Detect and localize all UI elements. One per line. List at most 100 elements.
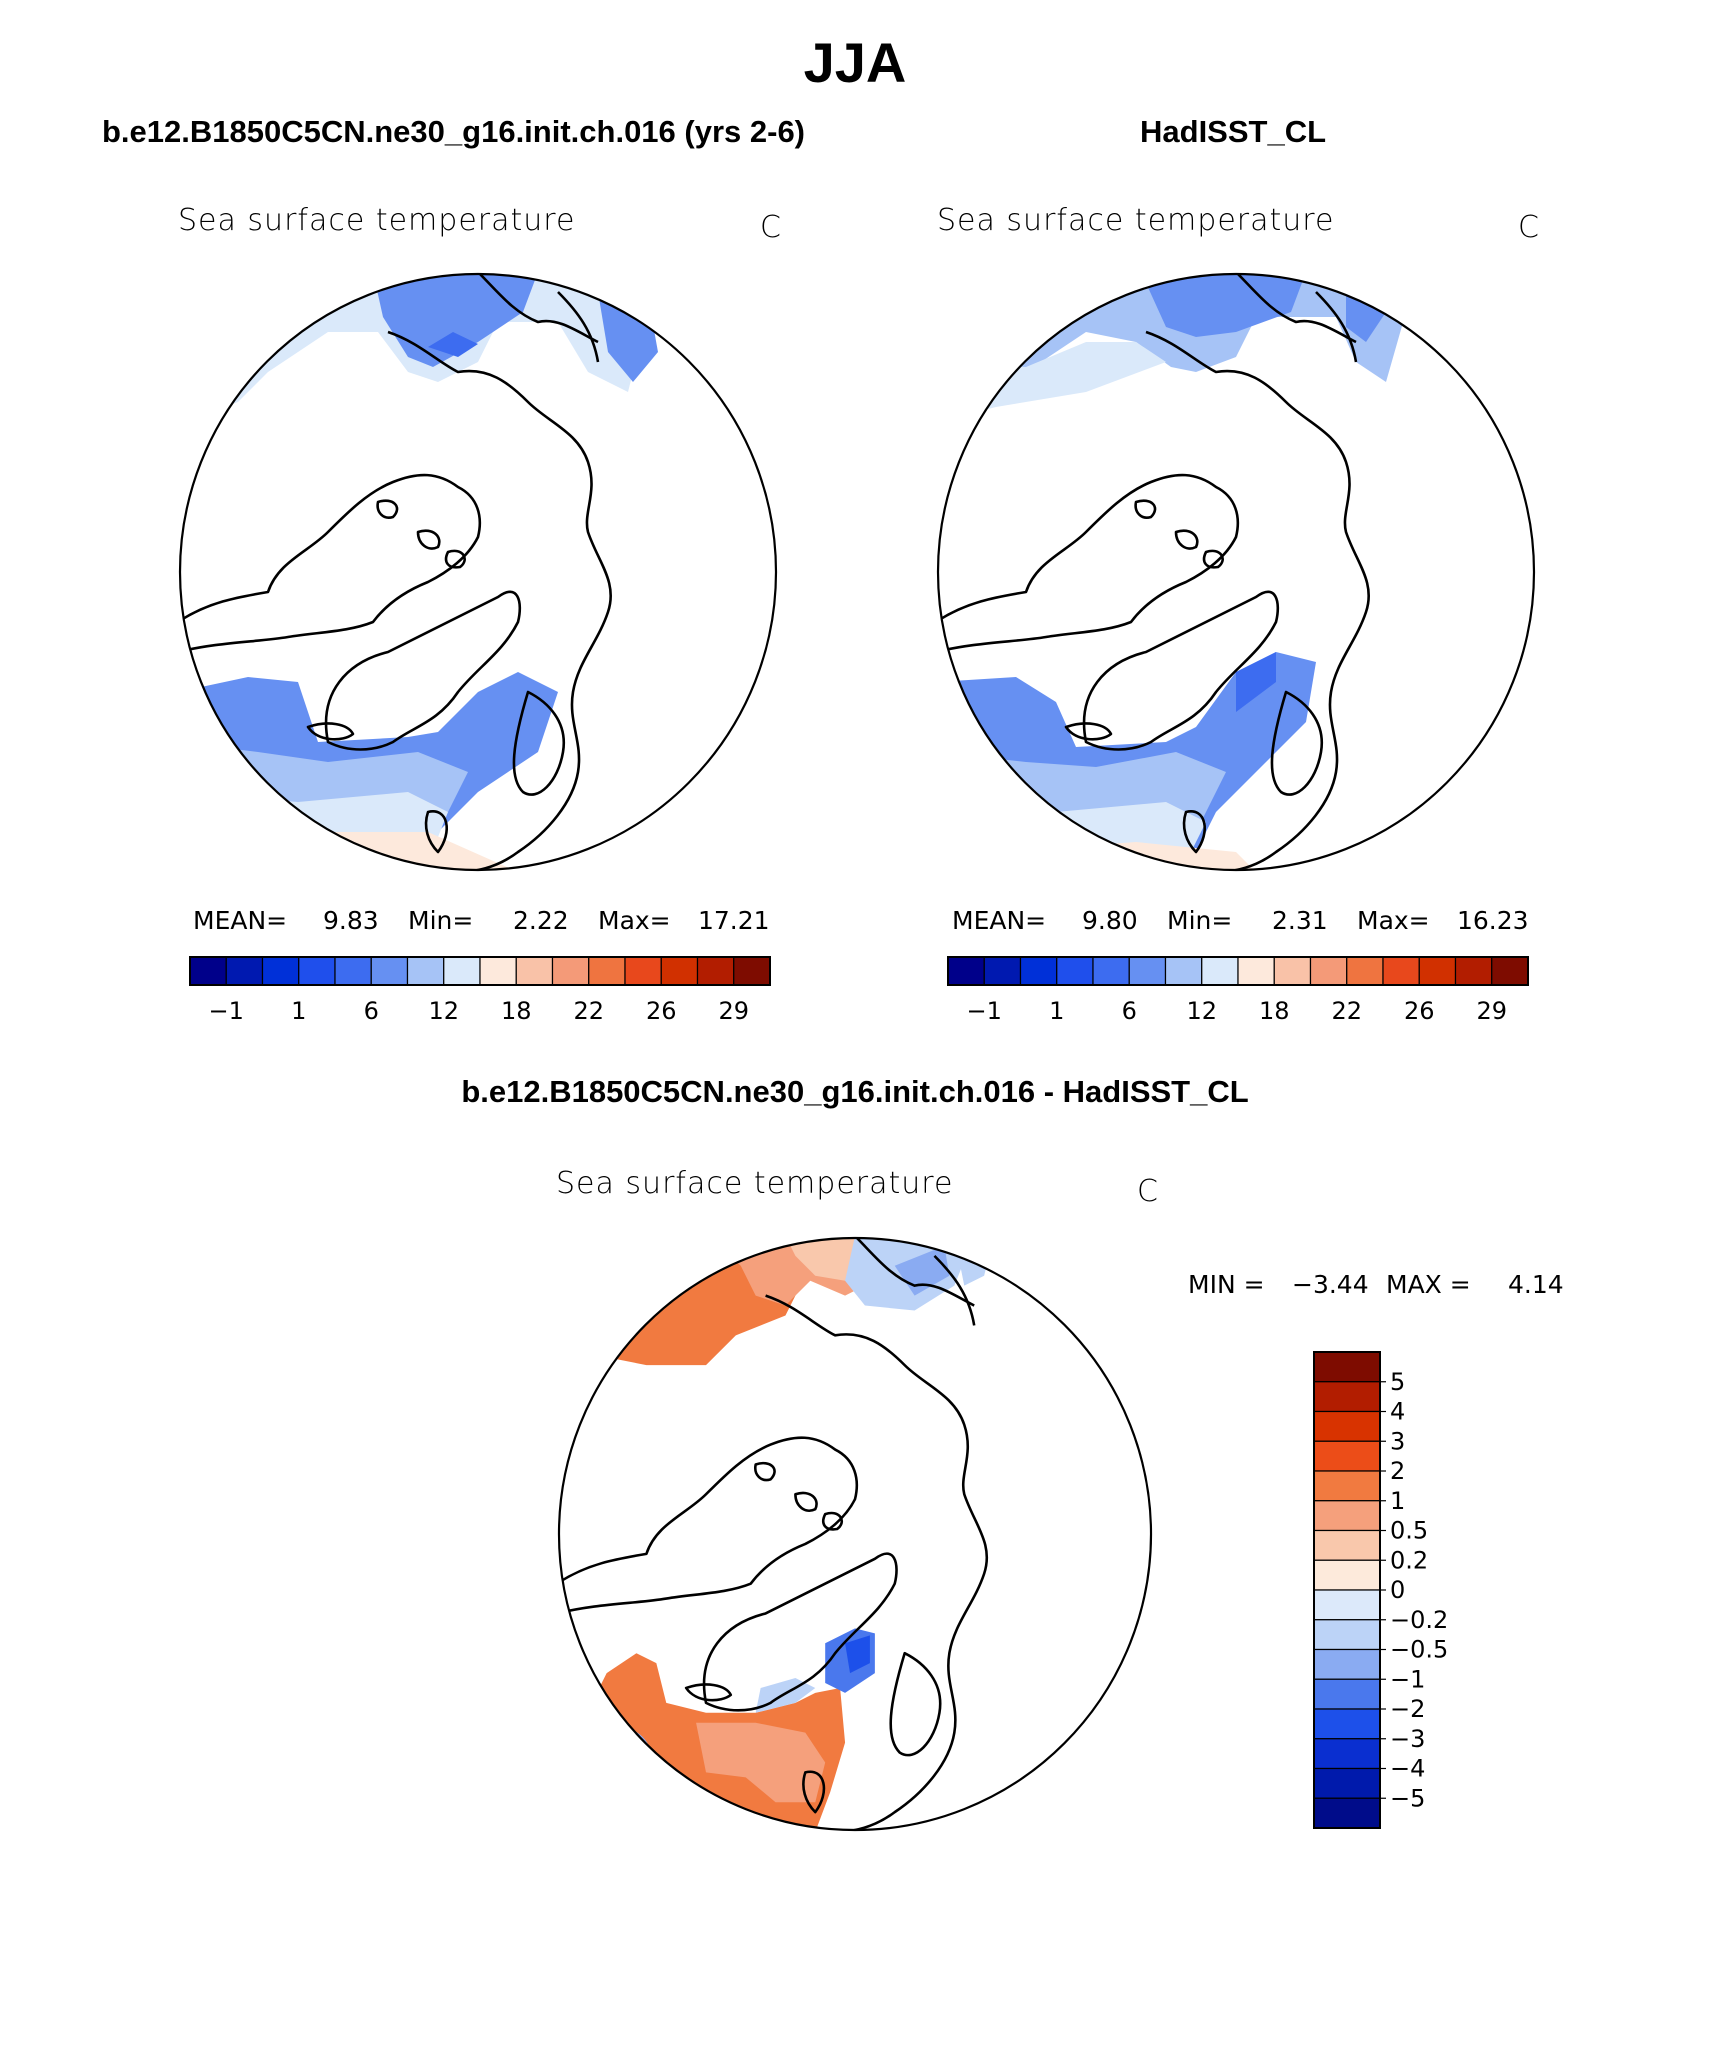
colorbar-swatch: [1313, 1797, 1381, 1829]
colorbar-frame: [189, 956, 771, 986]
colorbar-tick-label: −0.5: [1390, 1636, 1448, 1664]
panel-right-field-label: Sea surface temperature: [937, 203, 1335, 238]
panel-left-title: b.e12.B1850C5CN.ne30_g16.init.ch.016 (yr…: [102, 114, 806, 149]
colorbar-swatch: [1237, 956, 1275, 986]
colorbar-swatch: [1313, 1738, 1381, 1770]
panel-left-field-label: Sea surface temperature: [178, 203, 576, 238]
min-value: 2.22: [513, 906, 569, 935]
colorbar-swatch: [983, 956, 1022, 986]
colorbar-swatch: [1313, 1410, 1381, 1442]
mean-value: 9.80: [1082, 906, 1138, 935]
colorbar-tick-label: 3: [1390, 1427, 1405, 1455]
eurasia-coastline: [387, 330, 613, 870]
colorbar-tick-label: −1: [209, 997, 244, 1025]
max-value: 16.23: [1457, 906, 1529, 935]
panel-left-colorbar: −1 1 6 12 18 22 26 29: [189, 956, 771, 1025]
colorbar-tick-label: −3: [1390, 1725, 1425, 1753]
bering-core-region: [428, 332, 478, 357]
colorbar-swatch: [1313, 1589, 1381, 1621]
max-label: Max=: [598, 906, 671, 935]
colorbar-swatch: [1313, 1678, 1381, 1710]
colorbar-tick-label: 1: [291, 997, 306, 1025]
greenland-outline: [324, 590, 522, 751]
diff-max-value: 4.14: [1508, 1270, 1564, 1299]
colorbar-swatch: [1454, 956, 1493, 986]
mean-value: 9.83: [323, 906, 379, 935]
colorbar-tick-label: 22: [1331, 997, 1362, 1025]
colorbar-tick-label: 12: [428, 997, 459, 1025]
colorbar-swatch: [1313, 1470, 1381, 1502]
colorbar-tick-label: 5: [1390, 1368, 1405, 1396]
colorbar-tick-label: 0: [1390, 1576, 1405, 1604]
colorbar-swatch: [1019, 956, 1058, 986]
colorbar-tick-label: −0.2: [1390, 1606, 1448, 1634]
min-label: Min=: [1167, 906, 1233, 935]
main-title: JJA: [803, 31, 907, 94]
colorbar-tick-label: 22: [573, 997, 604, 1025]
colorbar-tick-label: 1: [1049, 997, 1064, 1025]
colorbar-swatch: [370, 956, 409, 986]
colorbar-swatch: [443, 956, 481, 986]
colorbar-swatch: [1313, 1708, 1381, 1740]
diff-min-value: −3.44: [1292, 1270, 1369, 1299]
colorbar-swatch: [1313, 1559, 1381, 1591]
colorbar-tick-label: 18: [501, 997, 532, 1025]
colorbar-tick-label: 29: [1476, 997, 1507, 1025]
colorbar-swatch: [696, 956, 735, 986]
colorbar-swatch: [1313, 1767, 1381, 1799]
colorbar-swatch: [1201, 956, 1239, 986]
diff-map: [557, 1236, 1153, 1832]
diff-max-label: MAX =: [1386, 1270, 1471, 1299]
diff-title: b.e12.B1850C5CN.ne30_g16.init.ch.016 - H…: [461, 1074, 1249, 1109]
colorbar-tick-label: 6: [1122, 997, 1137, 1025]
colorbar-swatch: [660, 956, 699, 986]
arctic-islands: [376, 499, 466, 569]
colorbar-tick-label: 26: [646, 997, 677, 1025]
colorbar-swatch: [1128, 956, 1167, 986]
panel-right-map: [936, 272, 1536, 872]
colorbar-tick-label: −1: [1390, 1665, 1425, 1693]
colorbar-swatch: [1164, 956, 1203, 986]
panel-right-colorbar: −1 1 6 12 18 22 26 29: [947, 956, 1529, 1025]
panel-right-units: C: [1518, 210, 1539, 245]
panel-left-stats: MEAN= 9.83 Min= 2.22 Max= 17.21: [193, 906, 773, 938]
panel-left-units: C: [760, 210, 781, 245]
colorbar-swatch: [1313, 1529, 1381, 1561]
colorbar-tick-label: 1: [1390, 1487, 1405, 1515]
colorbar-swatch: [1418, 956, 1457, 986]
mean-label: MEAN=: [952, 906, 1047, 935]
colorbar-swatch: [1309, 956, 1348, 986]
colorbar-tick-label: 4: [1390, 1398, 1405, 1426]
canada-coastline: [180, 473, 482, 654]
colorbar-tick-label: −2: [1390, 1695, 1425, 1723]
colorbar-swatch: [515, 956, 554, 986]
colorbar-swatch: [261, 956, 300, 986]
max-label: Max=: [1357, 906, 1430, 935]
mean-label: MEAN=: [193, 906, 288, 935]
bering-sst-region: [1141, 274, 1306, 337]
colorbar-tick-label: −4: [1390, 1755, 1425, 1783]
diff-minmax: MIN = −3.44 MAX = 4.14: [1188, 1270, 1608, 1302]
colorbar-tick-label: 0.2: [1390, 1546, 1428, 1574]
colorbar-swatch: [588, 956, 626, 986]
colorbar-tick-label: −1: [967, 997, 1002, 1025]
colorbar-swatch: [1313, 1440, 1381, 1472]
colorbar-frame: [947, 956, 1529, 986]
diff-min-label: MIN =: [1188, 1270, 1265, 1299]
colorbar-swatch: [479, 956, 517, 986]
diff-units: C: [1137, 1174, 1158, 1209]
colorbar-swatch: [1491, 956, 1529, 986]
min-value: 2.31: [1272, 906, 1328, 935]
colorbar-swatch: [1313, 1351, 1381, 1383]
colorbar-tick-label: 18: [1259, 997, 1290, 1025]
colorbar-swatch: [1273, 956, 1312, 986]
colorbar-swatch: [1313, 1381, 1381, 1413]
colorbar-swatch: [551, 956, 590, 986]
colorbar-swatch: [189, 956, 227, 986]
britain-outline: [424, 810, 448, 854]
colorbar-swatch: [334, 956, 372, 986]
colorbar-swatch: [1313, 1619, 1381, 1651]
colorbar-swatch: [1313, 1648, 1381, 1680]
min-label: Min=: [408, 906, 474, 935]
